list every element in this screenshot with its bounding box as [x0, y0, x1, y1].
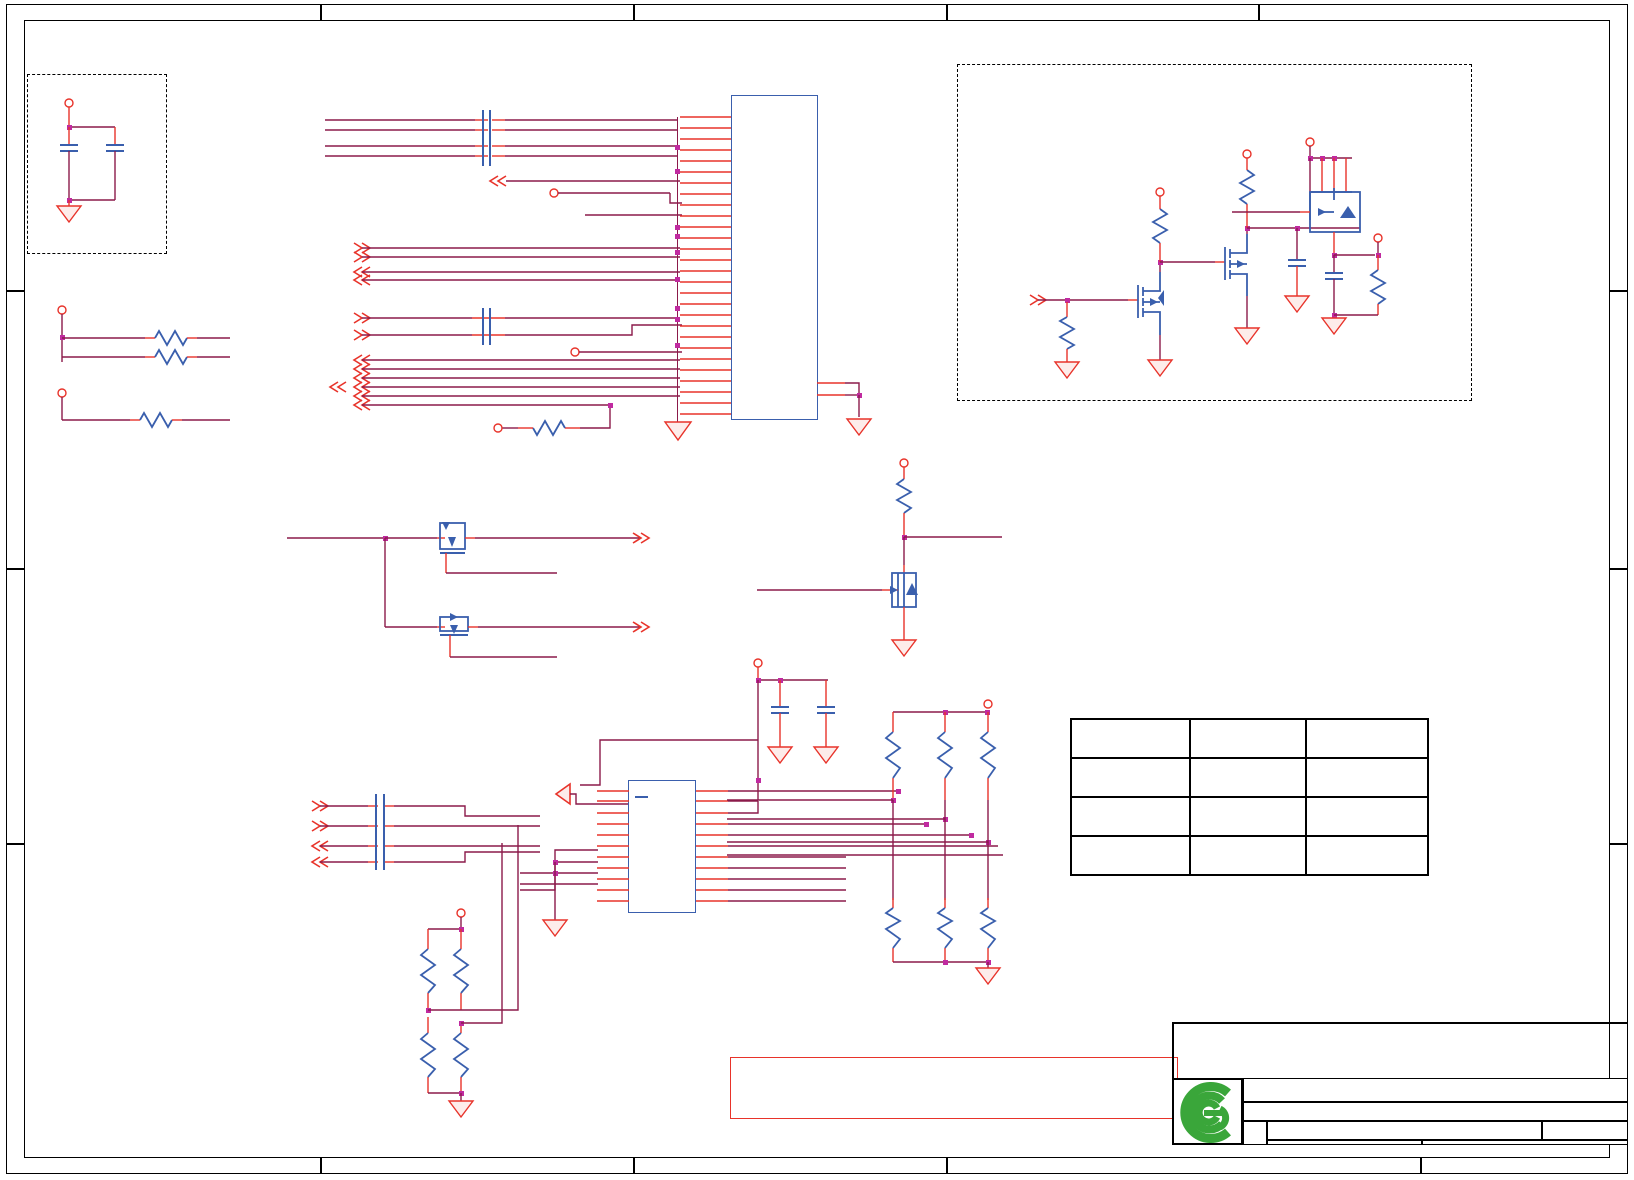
decoupling-group-dashed-box	[27, 74, 167, 254]
secondary-ic-lower-left-bus	[520, 849, 598, 938]
divider-ladder-bottom-left	[419, 825, 519, 1119]
frame-tick-right-2	[1610, 568, 1628, 570]
frame-inner-border	[24, 20, 1610, 1158]
title-cell-sheet	[1542, 1121, 1628, 1140]
frame-tick-right-3	[1610, 843, 1628, 845]
table-cell	[1189, 718, 1307, 759]
table-cell	[1305, 835, 1429, 876]
main-controller-ic[interactable]	[731, 95, 818, 420]
secondary-ic-right-wires	[728, 789, 998, 902]
power-stage-circuit	[1029, 149, 1360, 380]
frame-tick-right-1	[1610, 290, 1628, 292]
frame-outer-border	[6, 4, 1628, 1174]
table-row	[1070, 718, 1429, 759]
table-cell	[1189, 835, 1307, 876]
secondary-ic-right-pins	[696, 790, 728, 902]
table-cell	[1305, 718, 1429, 759]
center-nmos-stage	[757, 458, 1002, 658]
table-row	[1070, 835, 1429, 876]
divider-ladder-right	[727, 699, 1003, 986]
power-stage-dashed-box	[957, 64, 1472, 401]
title-row-sub	[1243, 1102, 1628, 1121]
decoupling-group-symbols	[55, 98, 124, 224]
frame-tick-left-1	[6, 290, 24, 292]
table-cell	[1070, 835, 1191, 876]
secondary-ic[interactable]	[628, 780, 696, 913]
secondary-ic-power-net	[580, 658, 840, 800]
frame-tick-left-3	[6, 843, 24, 845]
secondary-ic-left-pins	[597, 790, 629, 902]
table-cell	[1070, 757, 1191, 798]
table-cell	[1070, 718, 1191, 759]
title-cell-extra	[1422, 1140, 1628, 1145]
frame-tick-bottom-3	[946, 1158, 948, 1174]
revision-table	[1070, 718, 1429, 876]
pmos-output-stage	[1232, 137, 1387, 336]
title-block-top-rule	[1172, 1022, 1628, 1024]
table-cell	[1189, 757, 1307, 798]
title-cell-desc	[1267, 1121, 1542, 1140]
table-cell	[1305, 796, 1429, 837]
table-row	[1070, 796, 1429, 837]
table-cell	[1189, 796, 1307, 837]
main-ic-ground-trunk	[677, 117, 679, 433]
note-box	[730, 1057, 1178, 1119]
main-ic-right-pins-ground	[817, 382, 873, 437]
table-row	[1070, 757, 1429, 798]
main-controller-bus-network	[325, 110, 682, 437]
level-shifter-mosfets	[287, 522, 651, 658]
left-series-resistors	[57, 305, 230, 366]
frame-tick-bottom-2	[633, 1158, 635, 1174]
secondary-ic-input-bus	[310, 794, 540, 870]
frame-tick-left-2	[6, 568, 24, 570]
secondary-ic-pin1-marker	[635, 796, 648, 798]
left-single-resistor	[57, 388, 230, 429]
table-cell	[1305, 757, 1429, 798]
title-cell-date	[1267, 1140, 1422, 1145]
title-block-divider	[1172, 1022, 1174, 1078]
frame-tick-top-2	[633, 4, 635, 21]
logo-cell	[1172, 1078, 1243, 1145]
frame-tick-top-4	[1258, 4, 1260, 21]
secondary-ic-left-offpage	[554, 782, 630, 806]
company-logo	[1180, 1082, 1231, 1143]
main-ic-ground-symbol	[663, 421, 693, 442]
frame-tick-top-3	[946, 4, 948, 21]
frame-tick-bottom-1	[320, 1158, 322, 1174]
frame-tick-bottom-4	[1420, 1158, 1422, 1174]
title-cell-rev	[1243, 1121, 1267, 1145]
main-controller-pin-rails	[675, 116, 732, 415]
table-cell	[1070, 796, 1191, 837]
frame-tick-top-1	[320, 4, 322, 21]
title-row-main	[1243, 1078, 1628, 1102]
